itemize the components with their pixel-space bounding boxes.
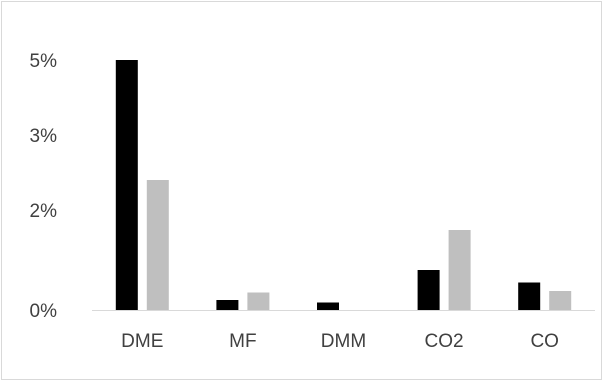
y-tick-label: 5% xyxy=(30,51,58,72)
y-tick-label: 2% xyxy=(30,201,58,222)
bar-dme-series-1 xyxy=(115,60,138,310)
bar-dme-series-2 xyxy=(146,180,169,310)
bar-co-series-2 xyxy=(549,291,572,310)
x-tick-label: MF xyxy=(229,331,256,352)
y-tick-label: 3% xyxy=(30,126,58,147)
x-tick-label: CO2 xyxy=(425,331,464,352)
x-tick-label: DME xyxy=(121,331,163,352)
x-tick-label: DMM xyxy=(321,331,366,352)
bar-dmm-series-1 xyxy=(317,302,339,310)
bar-co2-series-2 xyxy=(448,230,471,310)
y-tick-label: 0% xyxy=(30,301,58,322)
x-tick-label: CO xyxy=(530,331,559,352)
bar-mf-series-1 xyxy=(216,300,239,310)
bar-co2-series-1 xyxy=(417,270,440,310)
bar-mf-series-2 xyxy=(247,292,270,310)
bar-co-series-1 xyxy=(518,282,541,310)
